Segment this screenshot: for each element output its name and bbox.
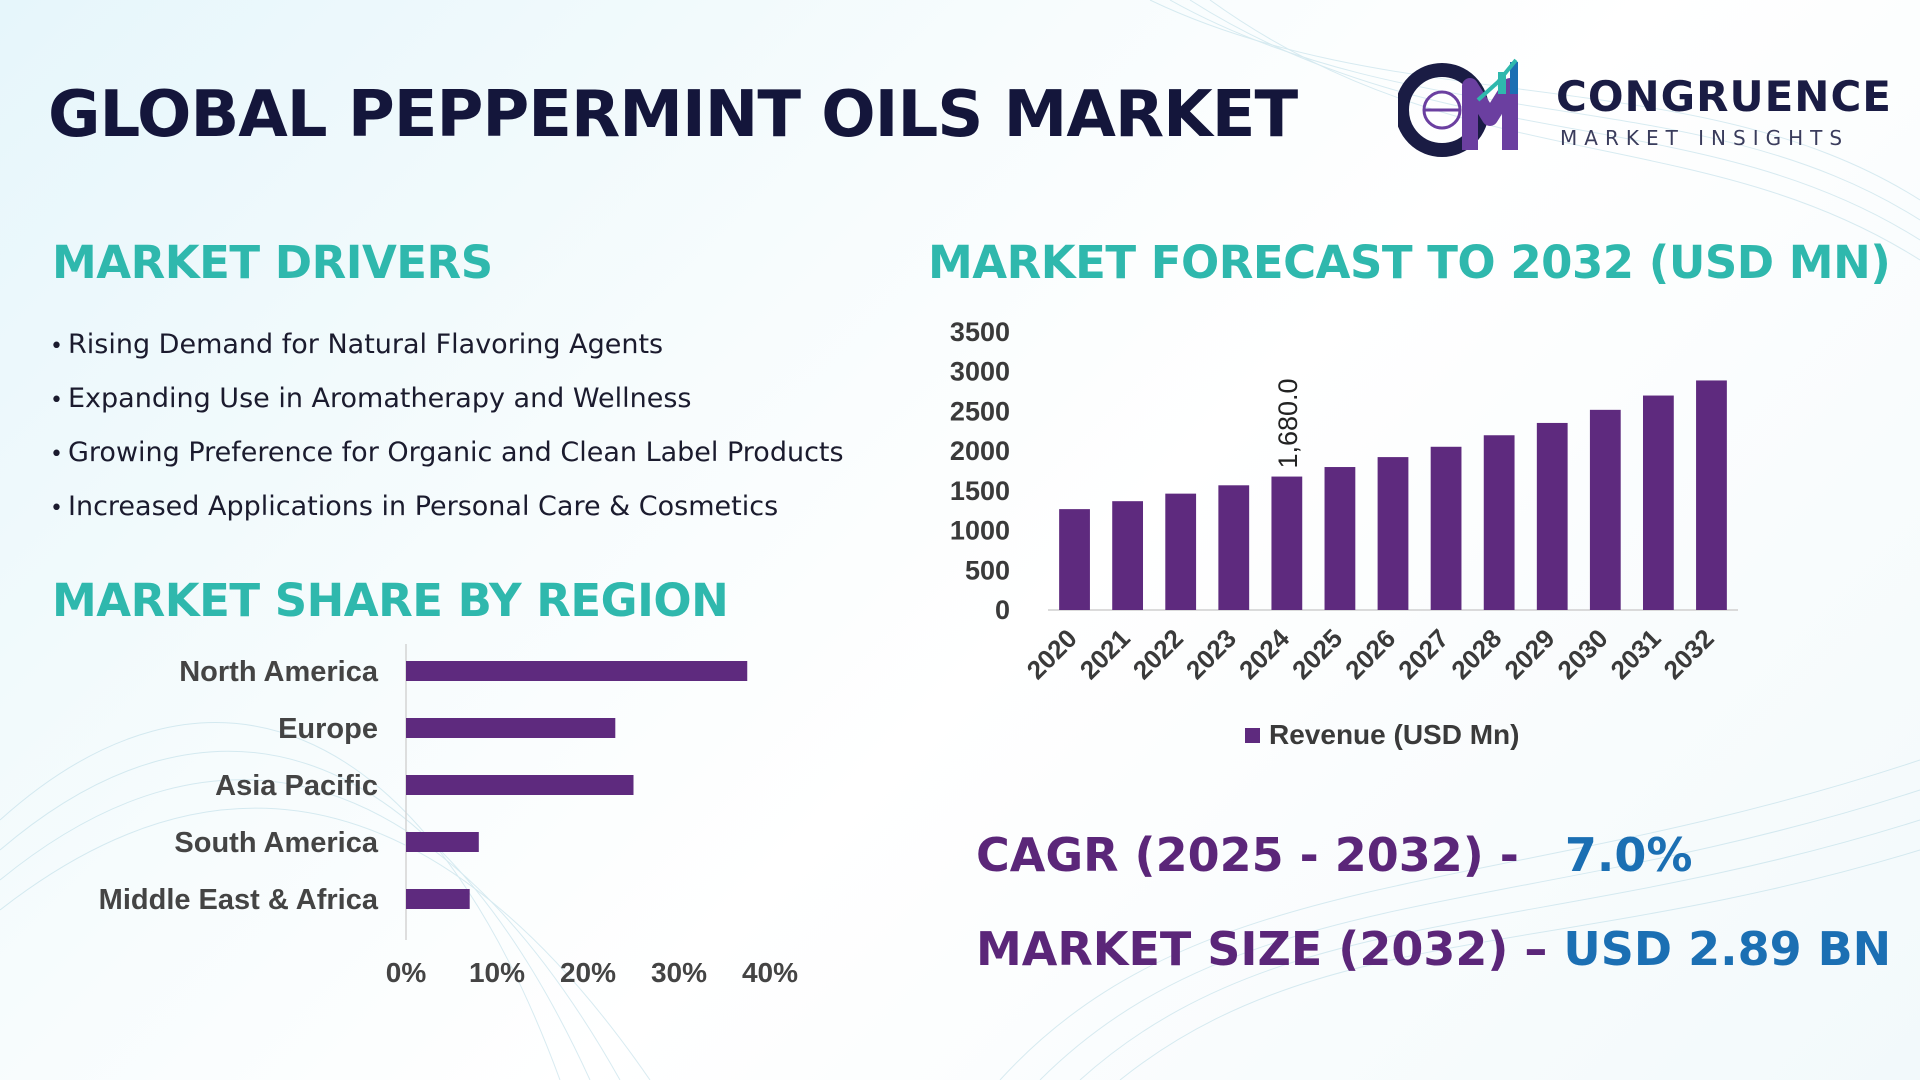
y-tick-label: 0 bbox=[995, 595, 1010, 625]
bar bbox=[1430, 446, 1462, 610]
bar bbox=[406, 832, 479, 852]
bar bbox=[406, 661, 748, 681]
y-tick-label: 1500 bbox=[950, 476, 1010, 506]
bar bbox=[1218, 485, 1250, 610]
drivers-list: • Rising Demand for Natural Flavoring Age… bbox=[50, 325, 844, 541]
x-tick-label: 2026 bbox=[1339, 623, 1401, 685]
category-label: Asia Pacific bbox=[215, 770, 378, 802]
bar bbox=[1696, 380, 1727, 610]
bar bbox=[1165, 493, 1197, 610]
driver-item: • Growing Preference for Organic and Clea… bbox=[50, 437, 844, 468]
x-tick-label: 2021 bbox=[1074, 623, 1136, 685]
cagr-kpi: CAGR (2025 - 2032) - 7.0% bbox=[976, 828, 1692, 882]
x-tick-label: 10% bbox=[469, 957, 525, 988]
x-tick-label: 2025 bbox=[1286, 623, 1348, 685]
x-tick-label: 2020 bbox=[1021, 623, 1083, 685]
x-tick-label: 20% bbox=[560, 957, 616, 988]
driver-item: • Expanding Use in Aromatherapy and Welln… bbox=[50, 383, 692, 414]
bar bbox=[406, 775, 634, 795]
driver-item: • Rising Demand for Natural Flavoring Age… bbox=[50, 329, 664, 360]
bar bbox=[406, 718, 616, 738]
x-tick-label: 2027 bbox=[1392, 623, 1454, 685]
category-label: North America bbox=[179, 656, 379, 688]
x-tick-label: 40% bbox=[742, 957, 798, 988]
region-heading: MARKET SHARE BY REGION bbox=[52, 574, 729, 627]
company-logo bbox=[1398, 58, 1518, 157]
bar bbox=[1483, 435, 1515, 610]
market-size-value: USD 2.89 BN bbox=[1563, 922, 1892, 976]
bar bbox=[1271, 476, 1303, 610]
data-label: 1,680.0 bbox=[1273, 378, 1303, 468]
y-tick-label: 3000 bbox=[950, 357, 1010, 387]
page-title: GLOBAL PEPPERMINT OILS MARKET bbox=[48, 78, 1298, 152]
legend-label: Revenue (USD Mn) bbox=[1269, 719, 1519, 750]
y-tick-label: 2500 bbox=[950, 396, 1010, 426]
logo-tagline: MARKET INSIGHTS bbox=[1560, 126, 1850, 150]
x-tick-label: 2031 bbox=[1605, 623, 1667, 685]
drivers-heading: MARKET DRIVERS bbox=[52, 236, 493, 289]
forecast-heading: MARKET FORECAST TO 2032 (USD MN) bbox=[928, 236, 1891, 289]
x-tick-label: 2023 bbox=[1180, 623, 1242, 685]
y-tick-label: 3500 bbox=[950, 317, 1010, 347]
x-tick-label: 2030 bbox=[1551, 623, 1613, 685]
y-tick-label: 1000 bbox=[950, 516, 1010, 546]
logo-name: CONGRUENCE bbox=[1556, 72, 1892, 121]
bar bbox=[1112, 501, 1144, 610]
bar bbox=[1059, 509, 1090, 610]
bar bbox=[1377, 457, 1409, 610]
driver-item: • Increased Applications in Personal Care… bbox=[50, 491, 779, 522]
legend-swatch bbox=[1245, 728, 1260, 743]
x-tick-label: 2029 bbox=[1498, 623, 1560, 685]
x-tick-label: 2024 bbox=[1233, 623, 1295, 685]
x-tick-label: 0% bbox=[386, 957, 427, 988]
y-tick-label: 500 bbox=[965, 555, 1010, 585]
region-share-chart: North America Europe Asia Pacific South Ame… bbox=[99, 644, 798, 988]
market-size-kpi: MARKET SIZE (2032) – USD 2.89 BN bbox=[976, 922, 1891, 976]
cagr-label: CAGR (2025 - 2032) - bbox=[976, 828, 1519, 882]
forecast-chart: 0 500 1000 1500 2000 2500 3000 3500 202020212022… bbox=[950, 317, 1738, 750]
category-label: Europe bbox=[278, 713, 378, 745]
category-label: Middle East & Africa bbox=[99, 884, 379, 916]
bar bbox=[1324, 467, 1356, 610]
cagr-value: 7.0% bbox=[1564, 828, 1693, 882]
bar bbox=[1642, 395, 1674, 610]
bar bbox=[1536, 422, 1568, 610]
x-tick-label: 2022 bbox=[1127, 623, 1189, 685]
x-tick-label: 2028 bbox=[1445, 623, 1507, 685]
market-size-label: MARKET SIZE (2032) – bbox=[976, 922, 1548, 976]
y-tick-label: 2000 bbox=[950, 436, 1010, 466]
bar bbox=[406, 889, 470, 909]
category-label: South America bbox=[174, 827, 378, 859]
bar bbox=[1589, 409, 1621, 610]
x-tick-label: 2032 bbox=[1658, 623, 1720, 685]
x-tick-label: 30% bbox=[651, 957, 707, 988]
